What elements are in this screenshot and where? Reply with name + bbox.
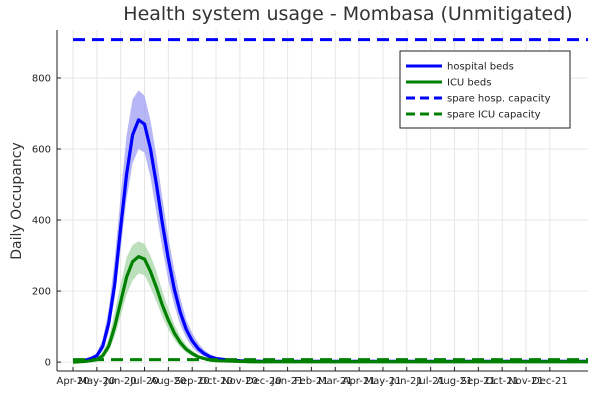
y-tick-label: 800 — [32, 73, 51, 84]
series-lines — [72, 38, 588, 364]
x-tick-label: Nov-20 — [222, 376, 258, 387]
x-tick-label: Oct-21 — [485, 376, 519, 387]
series-line-1 — [72, 255, 588, 364]
legend-label: spare ICU capacity — [447, 110, 541, 121]
y-tick-label: 400 — [32, 216, 51, 227]
x-tick-label: Sep-20 — [175, 376, 210, 387]
x-tick-label: Feb-21 — [294, 376, 328, 387]
axes — [56, 30, 588, 372]
x-tick-label: May-20 — [78, 376, 115, 387]
y-tick-label: 0 — [45, 358, 51, 369]
y-axis-label: Daily Occupancy — [9, 142, 25, 259]
x-tick-label: Apr-20 — [57, 376, 90, 387]
x-tick-label: Dec-21 — [532, 376, 568, 387]
x-tick-label: Oct-20 — [199, 376, 233, 387]
x-tick-label: Jul-21 — [415, 376, 444, 387]
chart-title: Health system usage - Mombasa (Unmitigat… — [123, 3, 572, 25]
x-tick-label: Jan-21 — [271, 376, 304, 387]
x-tick-label: Dec-20 — [246, 376, 282, 387]
y-tick-label: 200 — [32, 287, 51, 298]
legend-label: spare hosp. capacity — [447, 94, 551, 105]
x-tick-label: Aug-21 — [437, 376, 473, 387]
x-tick-label: Jun-20 — [104, 376, 137, 387]
legend-label: hospital beds — [447, 62, 514, 73]
x-tick-label: Sep-21 — [461, 376, 496, 387]
y-ticks: 0 200 400 600 800 — [32, 73, 61, 369]
x-tick-label: Nov-21 — [508, 376, 544, 387]
legend: hospital beds ICU beds spare hosp. capacit… — [399, 50, 571, 129]
legend-label: ICU beds — [447, 78, 492, 89]
x-tick-label: Jul-20 — [129, 376, 158, 387]
x-tick-label: May-21 — [365, 376, 402, 387]
y-tick-label: 600 — [32, 144, 51, 155]
x-tick-label: Mar-21 — [318, 376, 353, 387]
x-ticks: Apr-20May-20Jun-20Jul-20Aug-20Sep-20Oct-… — [57, 367, 568, 387]
x-tick-label: Aug-20 — [150, 376, 186, 387]
x-tick-label: Jun-21 — [390, 376, 423, 387]
x-tick-label: Apr-21 — [343, 376, 376, 387]
